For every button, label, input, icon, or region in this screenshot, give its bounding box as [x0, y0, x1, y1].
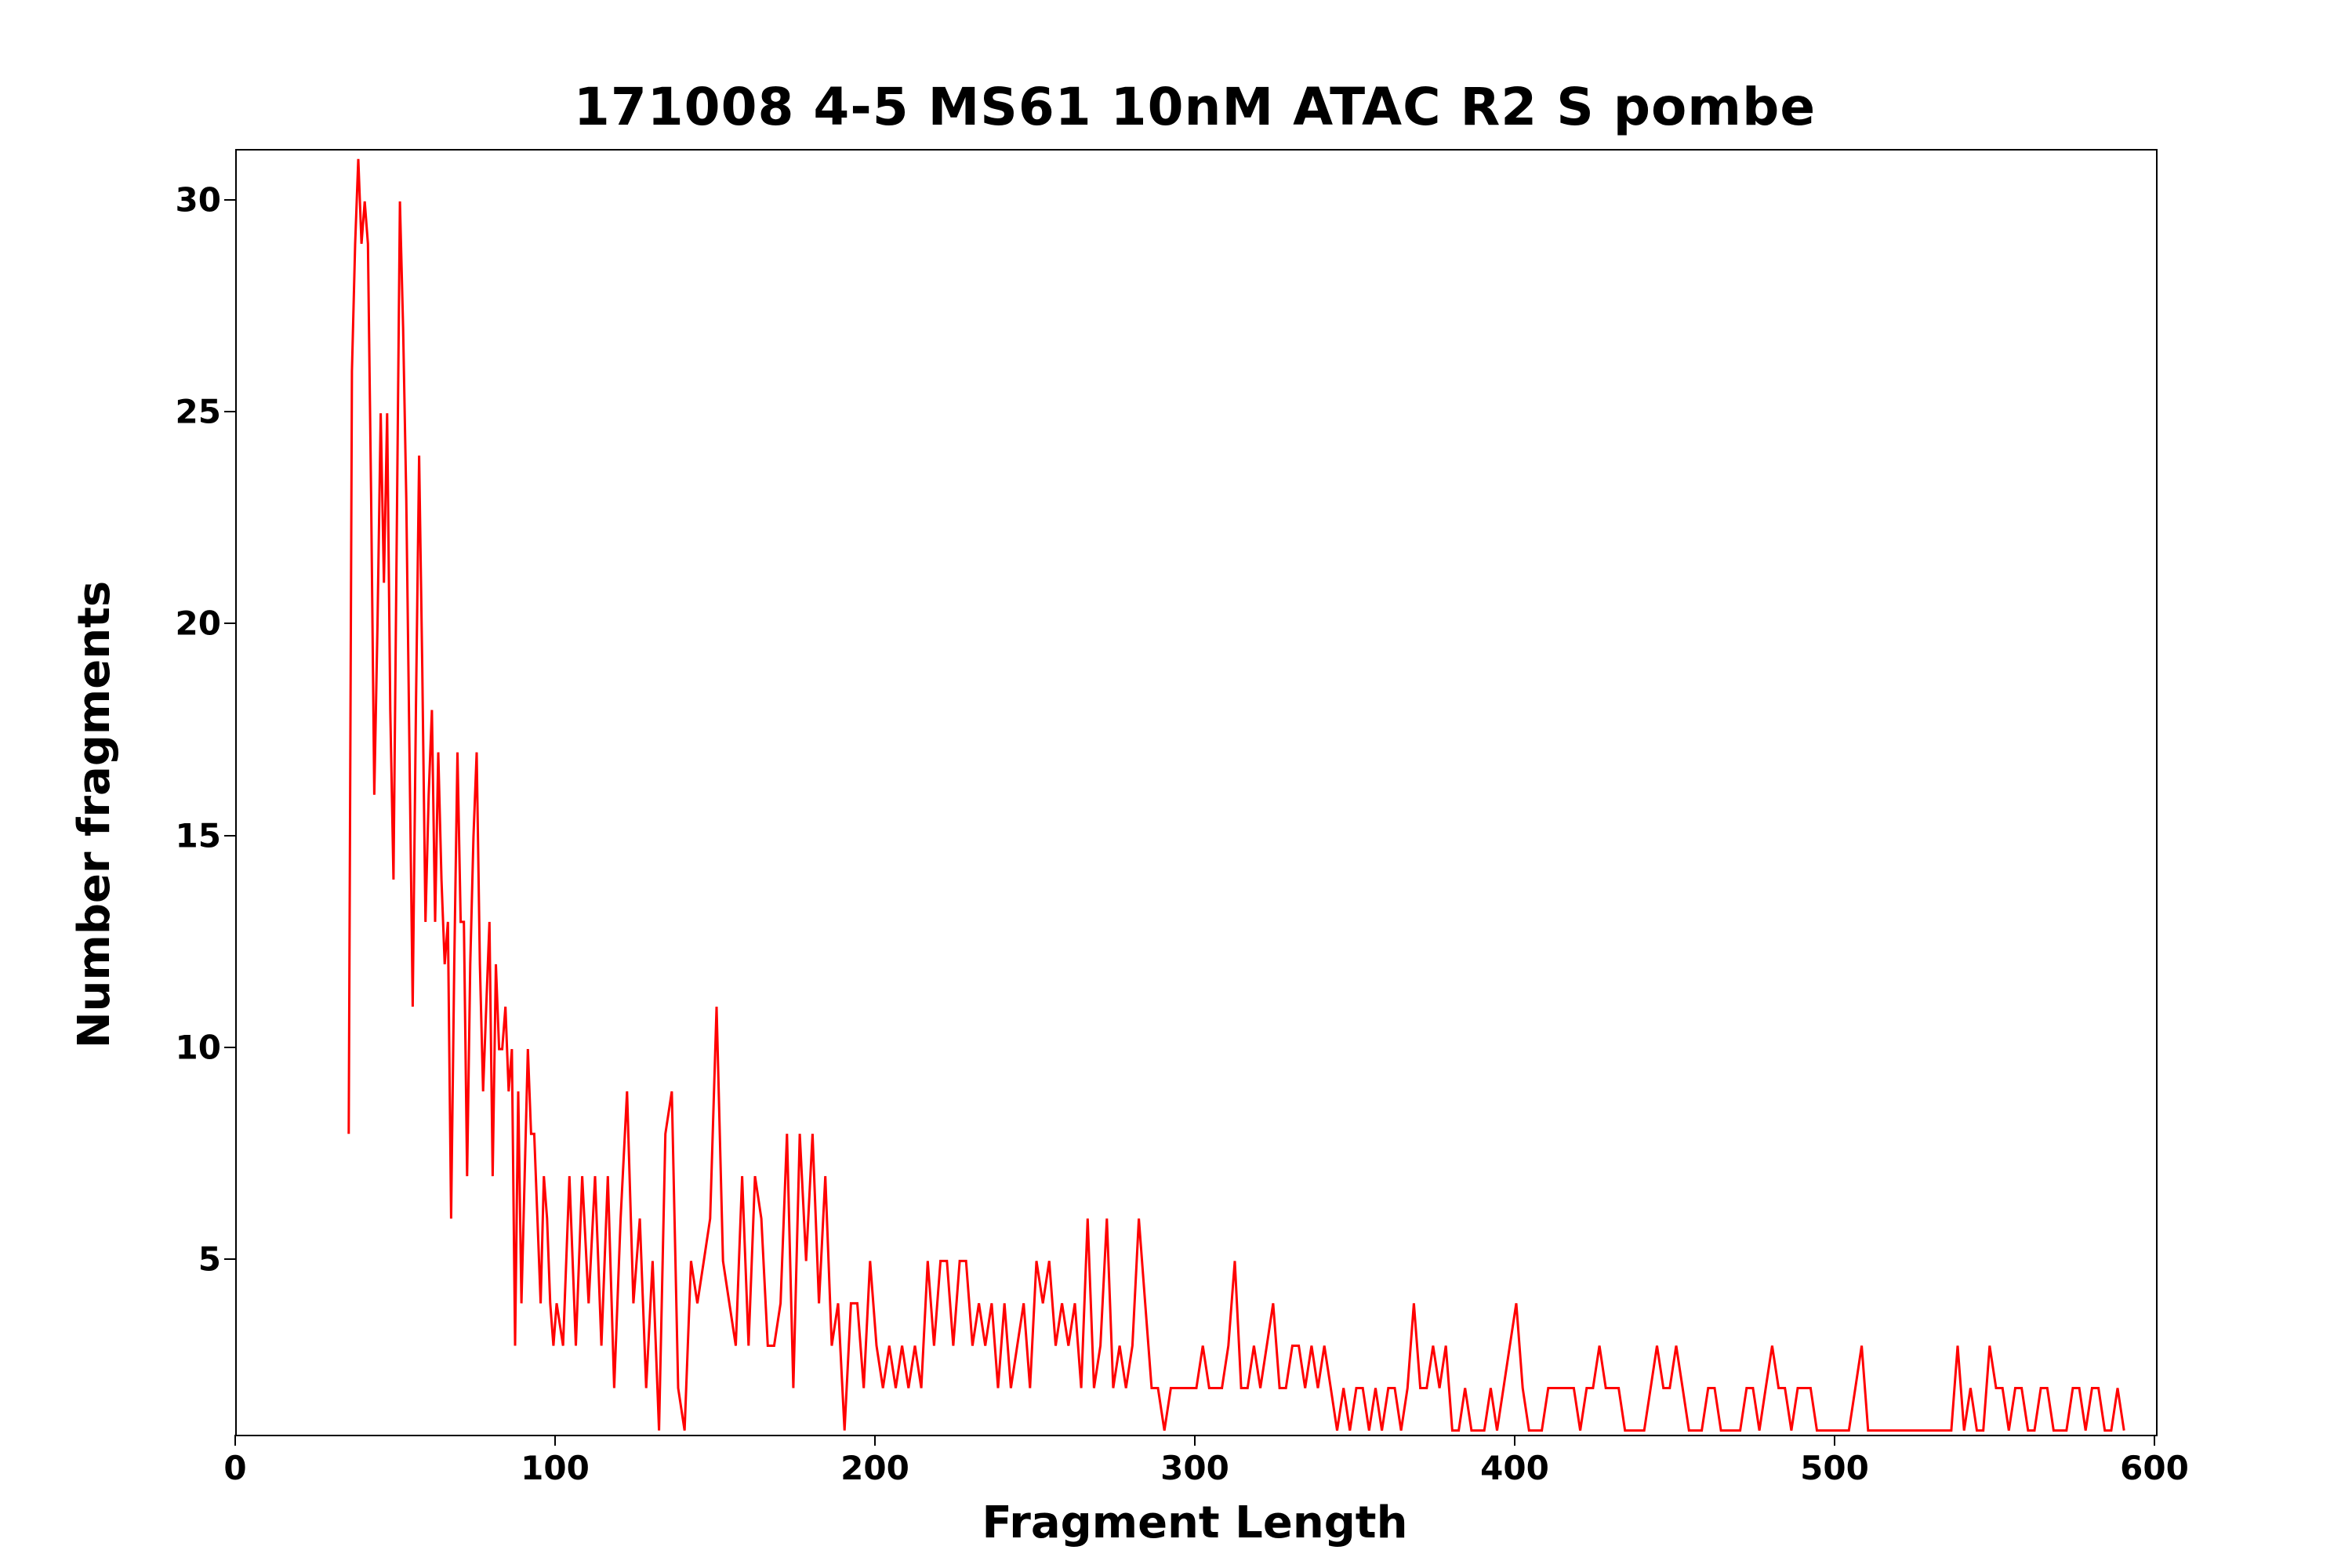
x-tick-label: 500 [1800, 1449, 1869, 1487]
data-series-line [347, 158, 2125, 1432]
y-tick-mark [224, 1258, 235, 1260]
x-tick-label: 400 [1480, 1449, 1549, 1487]
y-tick-mark [224, 835, 235, 837]
chart-title: 171008 4-5 MS61 10nM ATAC R2 S pombe [573, 77, 1817, 137]
y-tick-mark [224, 199, 235, 201]
x-tick-mark [1514, 1435, 1515, 1446]
x-tick-label: 100 [521, 1449, 590, 1487]
y-tick-label: 25 [175, 392, 221, 431]
x-tick-label: 0 [223, 1449, 247, 1487]
y-tick-mark [224, 411, 235, 412]
y-tick-mark [224, 1047, 235, 1048]
x-tick-mark [1834, 1435, 1835, 1446]
x-axis-label: Fragment Length [982, 1497, 1408, 1548]
y-tick-mark [224, 622, 235, 624]
fragment-length-line-chart [347, 158, 2125, 1432]
y-tick-label: 10 [175, 1028, 221, 1067]
x-tick-label: 300 [1160, 1449, 1229, 1487]
y-tick-labels: 5 10 15 20 25 30 [0, 149, 221, 1433]
x-tick-mark [234, 1435, 236, 1446]
plot-area [235, 149, 2158, 1436]
x-tick-mark [554, 1435, 556, 1446]
x-tick-labels: 0 100 200 300 400 500 600 [223, 1449, 2188, 1496]
y-tick-label: 30 [175, 180, 221, 220]
x-tick-mark [2154, 1435, 2155, 1446]
y-tick-label: 15 [175, 816, 221, 855]
x-tick-label: 200 [840, 1449, 909, 1487]
x-tick-mark [1194, 1435, 1196, 1446]
x-tick-label: 600 [2120, 1449, 2189, 1487]
x-tick-mark [874, 1435, 876, 1446]
y-tick-label: 20 [175, 604, 221, 643]
y-tick-label: 5 [198, 1240, 221, 1279]
